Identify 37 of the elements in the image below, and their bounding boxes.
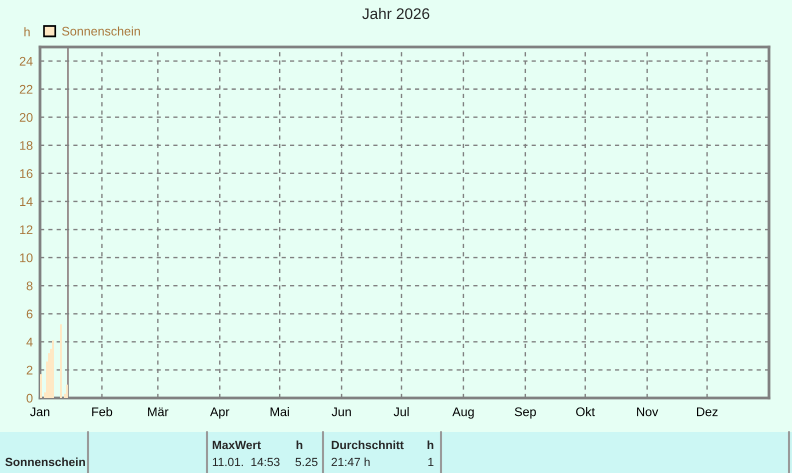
x-tick-label: Nov	[637, 407, 658, 416]
x-tick-label: Okt	[576, 407, 595, 416]
y-tick-label: 8	[26, 281, 33, 290]
text: 11.01. 14:53	[212, 458, 280, 466]
text: 1	[428, 458, 434, 466]
y-tick-label: 6	[26, 310, 33, 318]
y-tick-label: 24	[20, 56, 33, 66]
text: Sonnenschein	[5, 457, 85, 466]
y-tick-label: 2	[26, 366, 32, 374]
y-tick-label: 4	[26, 338, 33, 346]
text: h	[428, 440, 434, 450]
x-tick-label: Jan	[30, 407, 50, 416]
y-tick-label: 22	[20, 84, 32, 94]
text: 21:47 h	[332, 457, 370, 466]
y-tick-label: 18	[20, 141, 33, 150]
x-tick-label: Mai	[270, 407, 289, 416]
x-tick-label: Sep	[514, 407, 536, 419]
legend-label: Sonnenschein	[62, 26, 140, 36]
y-axis-title: h	[24, 27, 30, 36]
x-tick-label: Jun	[332, 407, 351, 416]
text: 5.25	[295, 458, 318, 466]
text: Durchschnitt	[332, 440, 404, 450]
x-tick-label: Jul	[394, 407, 409, 416]
y-tick-label: 14	[20, 197, 33, 206]
y-tick-label: 16	[20, 169, 33, 178]
y-tick-label: 10	[20, 253, 33, 262]
x-tick-label: Dez	[696, 407, 718, 416]
x-tick-label: Mär	[148, 407, 168, 416]
text: MaxWert	[212, 440, 261, 450]
y-tick-label: 0	[26, 394, 33, 403]
chart-title: Jahr 2026	[362, 8, 430, 20]
x-tick-label: Apr	[210, 407, 230, 419]
x-tick-label: Feb	[92, 407, 112, 416]
y-tick-label: 12	[20, 225, 32, 234]
x-tick-label: Aug	[452, 407, 474, 419]
y-tick-label: 20	[20, 113, 33, 122]
text: h	[296, 440, 302, 450]
